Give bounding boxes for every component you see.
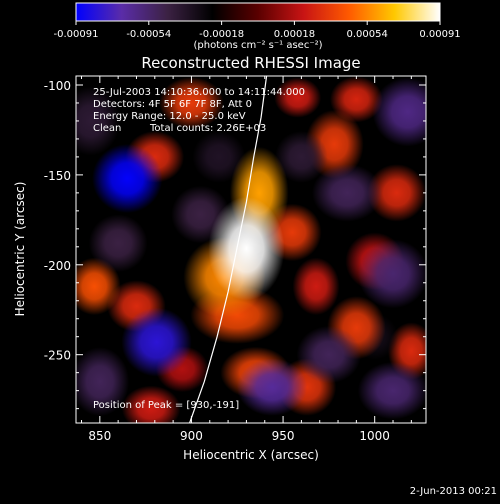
annotation-total-counts: Total counts: 2.26E+03 [149, 123, 266, 134]
negative-flux-blob [296, 325, 362, 384]
negative-flux-blob [121, 307, 192, 377]
colorbar-tick-label: -0.00018 [199, 29, 244, 40]
negative-flux-blob [76, 86, 120, 156]
annotation-time-range: 25-Jul-2003 14:10:36.000 to 14:11:44.000 [93, 87, 305, 98]
x-tick-label: 900 [180, 429, 203, 443]
solar-limb-curve [189, 76, 268, 423]
annotation-detectors: Detectors: 4F 5F 6F 7F 8F, Att 0 [93, 99, 252, 110]
chart-title: Reconstructed RHESSI Image [141, 54, 360, 72]
positive-flux-blob [329, 76, 383, 123]
positive-flux-blob [121, 385, 181, 423]
y-axis-label: Heliocentric Y (arcsec) [13, 182, 27, 317]
positive-flux-blob [367, 164, 426, 222]
colorbar-strip [75, 2, 441, 22]
colorbar-ticks: -0.00091 -0.00054 -0.00018 0.00018 0.00054 0.… [54, 21, 461, 40]
positive-flux-blob [292, 257, 340, 316]
y-tick-label: -150 [44, 169, 71, 183]
heatmap-blobs [76, 76, 426, 423]
x-axis-label: Heliocentric X (arcsec) [183, 448, 319, 462]
footer-date: 2-Jun-2013 00:21 [410, 486, 497, 497]
annotation-clean-label: Clean [93, 123, 121, 134]
x-tick-label: 850 [88, 429, 111, 443]
negative-flux-blob [92, 143, 163, 214]
y-axis-ticks: -100 -150 -200 -250 [44, 79, 426, 410]
negative-flux-blob [312, 164, 383, 222]
negative-flux-blob [236, 358, 308, 416]
colorbar-tick-label: -0.00091 [54, 29, 99, 40]
colorbar-tick-label: 0.00018 [274, 29, 315, 40]
colorbar-tick-label: -0.00054 [126, 29, 171, 40]
y-tick-label: -200 [44, 259, 71, 273]
x-tick-label: 950 [272, 429, 295, 443]
heatmap-area [76, 76, 426, 423]
annotations: 25-Jul-2003 14:10:36.000 to 14:11:44.000… [93, 87, 305, 411]
x-axis-ticks: 850 900 950 1000 [80, 76, 412, 443]
x-tick-label: 1000 [359, 429, 390, 443]
negative-flux-blob [88, 214, 148, 272]
positive-flux-blob [208, 196, 285, 301]
colorbar-tick-label: 0.00054 [347, 29, 388, 40]
colorbar-tick-label: 0.00091 [419, 29, 460, 40]
y-tick-label: -100 [44, 79, 71, 93]
colorbar-unit-label: (photons cm⁻² s⁻¹ asec⁻²) [193, 40, 322, 51]
colorbar: -0.00091 -0.00054 -0.00018 0.00018 0.00054 0.… [54, 2, 461, 51]
y-tick-label: -250 [44, 349, 71, 363]
negative-flux-blob [275, 131, 328, 183]
positive-flux-blob [274, 77, 322, 118]
annotation-peak-position: Position of Peak = [930,-191] [93, 400, 239, 411]
positive-flux-blob [76, 257, 121, 316]
negative-flux-blob [357, 239, 426, 309]
negative-flux-blob [76, 347, 130, 417]
annotation-energy-range: Energy Range: 12.0 - 25.0 keV [93, 111, 246, 122]
negative-flux-blob [372, 77, 426, 147]
negative-flux-blob [357, 361, 426, 420]
negative-flux-blob [192, 131, 246, 183]
plot-frame [75, 75, 427, 424]
positive-flux-blob [159, 77, 224, 129]
